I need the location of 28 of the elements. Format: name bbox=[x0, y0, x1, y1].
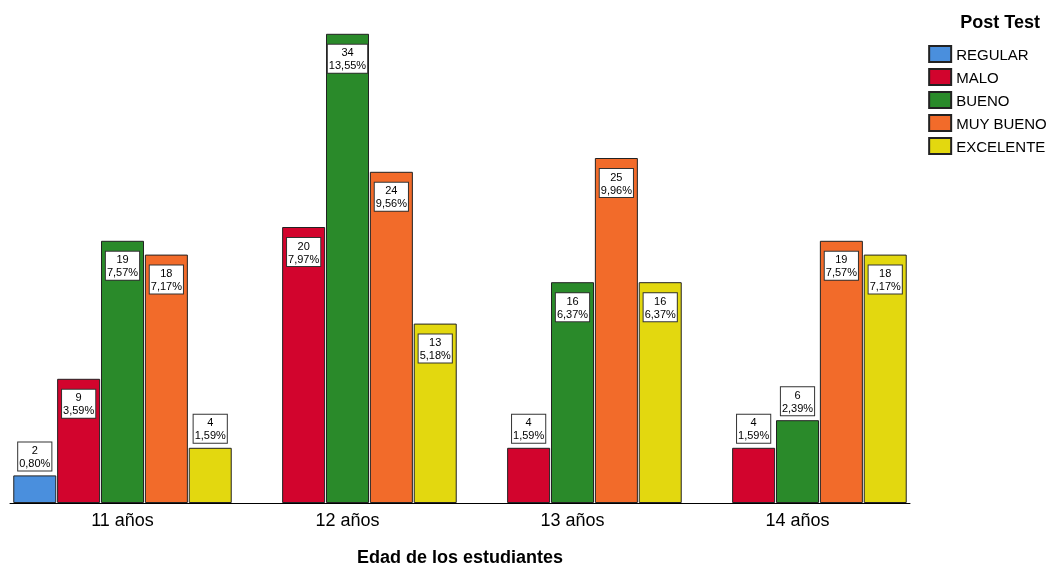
legend-label: MALO bbox=[956, 68, 999, 86]
legend-label: MUY BUENO bbox=[956, 114, 1047, 132]
data-label: 34 13,55% bbox=[328, 46, 367, 72]
data-label: 4 1,59% bbox=[513, 416, 545, 442]
x-axis-title: Edad de los estudiantes bbox=[356, 547, 564, 567]
legend-title: Post Test bbox=[960, 12, 1041, 32]
legend-label: EXCELENTE bbox=[956, 137, 1046, 155]
data-label: 16 6,37% bbox=[556, 294, 589, 320]
data-label: 2 0,80% bbox=[19, 443, 51, 469]
data-label: 13 5,18% bbox=[419, 336, 452, 362]
data-label: 4 1,59% bbox=[194, 416, 227, 442]
data-label: 9 3,59% bbox=[63, 391, 95, 417]
data-label: 4 1,59% bbox=[738, 416, 770, 442]
legend-label: REGULAR bbox=[956, 45, 1029, 63]
x-tick-label: 11 años bbox=[91, 510, 154, 530]
data-label: 19 7,57% bbox=[106, 253, 139, 279]
x-tick-label: 13 años bbox=[540, 510, 605, 530]
data-label: 16 6,37% bbox=[644, 294, 677, 320]
x-tick-label: 14 años bbox=[765, 510, 830, 530]
data-label: 24 9,56% bbox=[375, 184, 408, 210]
data-label: 20 7,97% bbox=[288, 239, 320, 265]
data-label: 18 7,17% bbox=[869, 267, 902, 293]
x-tick-label: 12 años bbox=[315, 510, 380, 530]
data-label: 6 2,39% bbox=[781, 388, 814, 414]
legend-label: BUENO bbox=[956, 91, 1010, 109]
data-label: 25 9,96% bbox=[600, 170, 633, 196]
data-label: 19 7,57% bbox=[825, 253, 858, 279]
data-label: 18 7,17% bbox=[150, 267, 183, 293]
